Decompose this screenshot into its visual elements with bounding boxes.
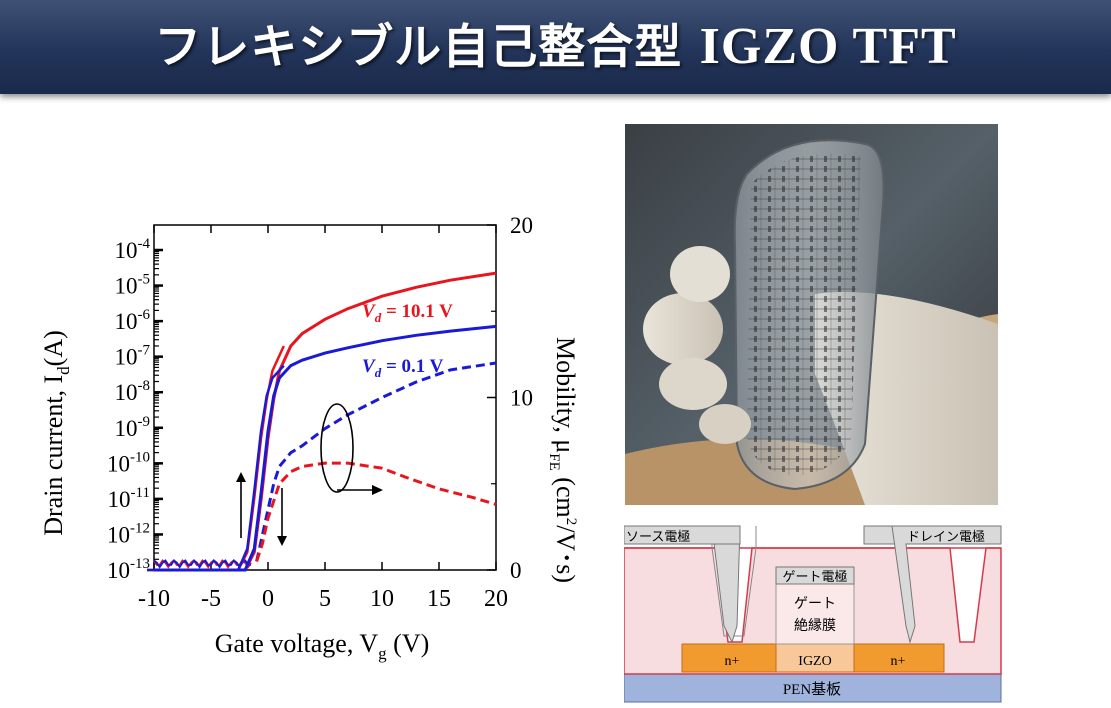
device-cross-section: PEN基板 ソース電極 ドレイン電極 n+ IGZO n+ ゲート 絶縁膜 ゲー… [624, 525, 1002, 703]
n-plus-right-label: n+ [891, 654, 906, 669]
y-left-tick-label: 10-7 [115, 343, 151, 370]
title-bar: フレキシブル自己整合型 IGZO TFT [0, 0, 1111, 94]
passivation-layer [624, 547, 1002, 675]
gate-insulator [775, 583, 855, 645]
y-axis-right-label: Mobility, μFE (cm2/V･s) [546, 337, 580, 583]
igzo-channel [775, 643, 855, 673]
x-axis-label: Gate voltage, Vg (V) [215, 629, 430, 663]
x-tick-label: 5 [319, 586, 331, 612]
drain-electrode-label: ドレイン電極 [907, 529, 985, 545]
x-tick-label: -10 [138, 586, 170, 612]
gate-electrode [775, 566, 855, 585]
y-right-tick-label: 20 [510, 213, 533, 238]
y-left-tick-label: 10-4 [115, 236, 151, 263]
n-plus-left-label: n+ [725, 654, 740, 669]
hysteresis-reverse-sweep-2 [147, 364, 285, 572]
plot-area-border [153, 224, 497, 571]
x-tick-label: 10 [370, 586, 394, 612]
x-tick-label: 20 [484, 586, 508, 612]
igzo-label: IGZO [798, 654, 831, 669]
y-left-tick-label: 10-8 [115, 378, 151, 405]
insulator-label-line1: ゲート [794, 596, 836, 612]
vd-low-annotation: Vd = 0.1 V [362, 356, 444, 380]
source-electrode-label: ソース電極 [626, 529, 690, 545]
series-line-3 [255, 361, 497, 562]
y-left-tick-label: 10-11 [108, 485, 150, 512]
vd-high-annotation: Vd = 10.1 V [362, 301, 453, 325]
sweep-down-arrow [277, 488, 287, 546]
page-title: フレキシブル自己整合型 IGZO TFT [0, 0, 1111, 94]
series-line-4 [255, 461, 497, 562]
y-axis-left-label: Drain current, Id(A) [39, 330, 73, 536]
substrate-layer [624, 673, 1002, 703]
tick-labels: -10 -5 0 5 10 15 20 10-4 10-5 10-6 10-7 10-8 10-9 10-… [107, 213, 533, 612]
x-tick-label: 0 [262, 586, 274, 612]
y-left-tick-label: 10-5 [115, 272, 151, 299]
y-left-tick-label: 10-6 [115, 307, 151, 334]
plot-frame [153, 224, 497, 572]
transfer-characteristics-chart: -10 -5 0 5 10 15 20 10-4 10-5 10-6 10-7 10-8 10-9 10-… [39, 213, 580, 663]
y-left-tick-label: 10-12 [107, 520, 150, 547]
title-latin: IGZO TFT [699, 18, 957, 75]
y-left-tick-label: 10-9 [115, 414, 151, 441]
insulator-label-line2: 絶縁膜 [794, 618, 836, 634]
flexible-film-in-gloved-hand-photo-icon [625, 124, 998, 505]
y-right-tick-label: 10 [510, 386, 533, 411]
y-left-tick-label: 10-10 [107, 449, 150, 476]
flexible-device-photo [625, 124, 998, 505]
series-group [147, 271, 497, 572]
series-line-2 [154, 324, 497, 572]
gate-electrode-label: ゲート電極 [782, 569, 847, 585]
substrate-label: PEN基板 [783, 680, 841, 698]
right-axis-indicator-arrow [320, 403, 383, 495]
sweep-up-arrow [236, 472, 246, 538]
drain-electrode [864, 525, 916, 644]
x-tick-label: -5 [201, 586, 221, 612]
off-state-noise-line [153, 559, 251, 569]
title-jp: フレキシブル自己整合型 [154, 20, 683, 75]
y-right-tick-label: 0 [510, 558, 522, 583]
hysteresis-reverse-sweep-1 [147, 345, 285, 572]
y-left-tick-label: 10-13 [107, 556, 150, 583]
x-tick-label: 15 [427, 586, 451, 612]
